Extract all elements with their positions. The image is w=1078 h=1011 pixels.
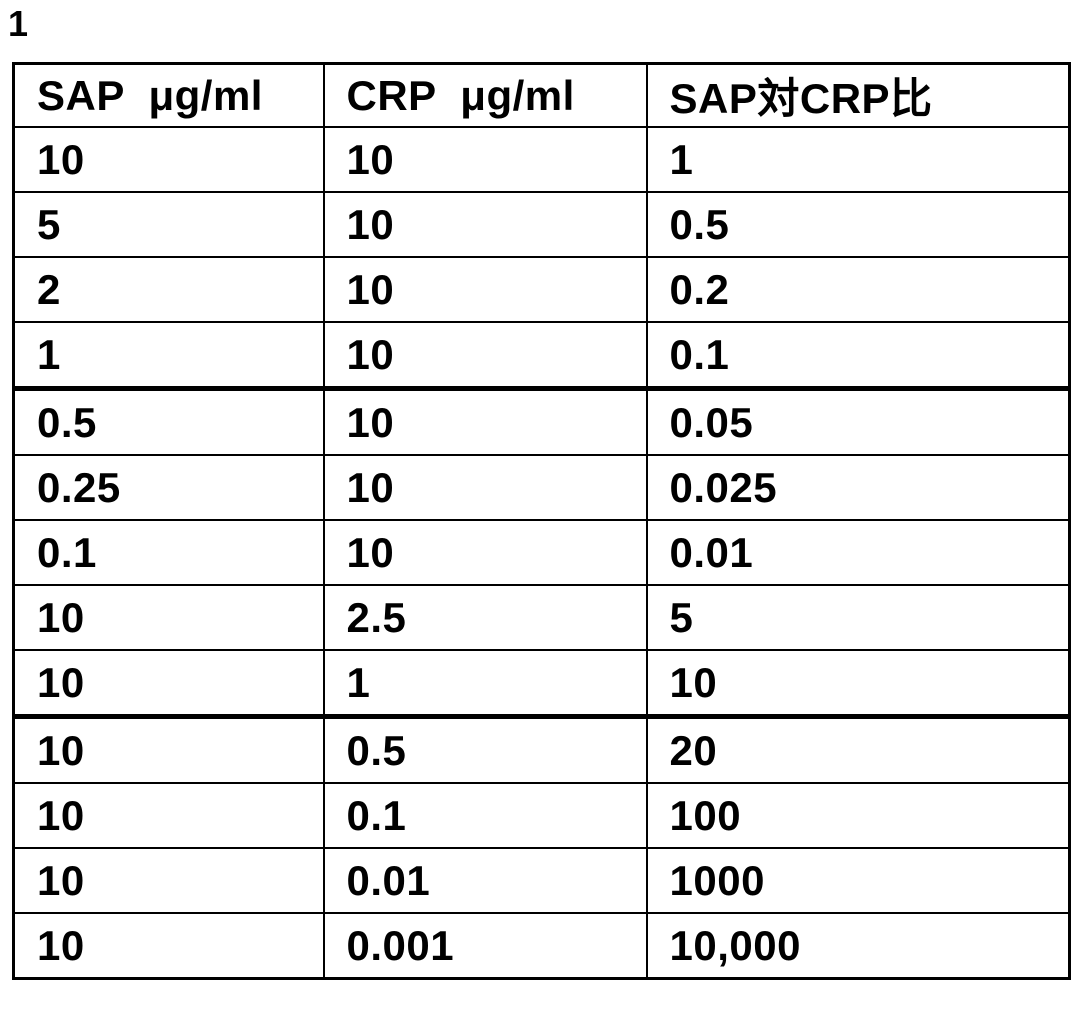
table-cell: 0.5	[12, 387, 325, 456]
table-cell: 0.001	[322, 912, 648, 980]
table-row: 10 2.5 5	[12, 584, 1071, 651]
table-row: 1 10 0.1	[12, 321, 1071, 391]
table-cell: 0.5	[645, 191, 1071, 258]
table-cell: 10	[12, 126, 325, 193]
table-cell: 2.5	[322, 584, 648, 651]
table-header-row: SAP μg/ml CRP μg/ml SAP対CRP比	[12, 62, 1071, 128]
table-cell: 1	[12, 321, 325, 391]
table-cell: 0.5	[322, 715, 648, 784]
table-cell: 0.25	[12, 454, 325, 521]
table-cell: 10	[12, 847, 325, 914]
table-cell: 0.1	[645, 321, 1071, 391]
table-cell: 10	[12, 649, 325, 719]
table-cell: 10	[12, 715, 325, 784]
table-cell: 10	[12, 912, 325, 980]
sap-crp-ratio-table: SAP μg/ml CRP μg/ml SAP対CRP比 10 10 1 5 1…	[12, 62, 1071, 980]
column-header-ratio: SAP対CRP比	[645, 62, 1071, 128]
table-cell: 10	[322, 191, 648, 258]
table-cell: 5	[645, 584, 1071, 651]
column-header-sap: SAP μg/ml	[12, 62, 325, 128]
table-cell: 0.2	[645, 256, 1071, 323]
table-cell: 100	[645, 782, 1071, 849]
table-cell: 1	[322, 649, 648, 719]
table-cell: 10	[12, 584, 325, 651]
table-row: 10 0.1 100	[12, 782, 1071, 849]
table-row: 2 10 0.2	[12, 256, 1071, 323]
table-cell: 5	[12, 191, 325, 258]
table-cell: 1	[645, 126, 1071, 193]
table-cell: 10	[322, 519, 648, 586]
table-row: 10 0.5 20	[12, 715, 1071, 784]
column-header-crp: CRP μg/ml	[322, 62, 648, 128]
table-cell: 0.05	[645, 387, 1071, 456]
table-row: 10 1 10	[12, 649, 1071, 719]
table-cell: 0.01	[645, 519, 1071, 586]
table-row: 0.25 10 0.025	[12, 454, 1071, 521]
table-cell: 10	[322, 387, 648, 456]
table-cell: 10	[645, 649, 1071, 719]
table-cell: 10	[322, 126, 648, 193]
table-cell: 0.1	[12, 519, 325, 586]
table-cell: 1000	[645, 847, 1071, 914]
table-cell: 10,000	[645, 912, 1071, 980]
table-cell: 0.025	[645, 454, 1071, 521]
table-row: 10 0.01 1000	[12, 847, 1071, 914]
table-cell: 0.1	[322, 782, 648, 849]
table-row: 5 10 0.5	[12, 191, 1071, 258]
table-row: 0.5 10 0.05	[12, 387, 1071, 456]
table-cell: 10	[322, 256, 648, 323]
table-row: 0.1 10 0.01	[12, 519, 1071, 586]
table-cell: 10	[322, 454, 648, 521]
table-row: 10 10 1	[12, 126, 1071, 193]
table-cell: 20	[645, 715, 1071, 784]
table-row: 10 0.001 10,000	[12, 912, 1071, 980]
table-cell: 2	[12, 256, 325, 323]
table-cell: 10	[322, 321, 648, 391]
table-cell: 0.01	[322, 847, 648, 914]
table-cell: 10	[12, 782, 325, 849]
table-number-label: 1	[8, 3, 30, 44]
